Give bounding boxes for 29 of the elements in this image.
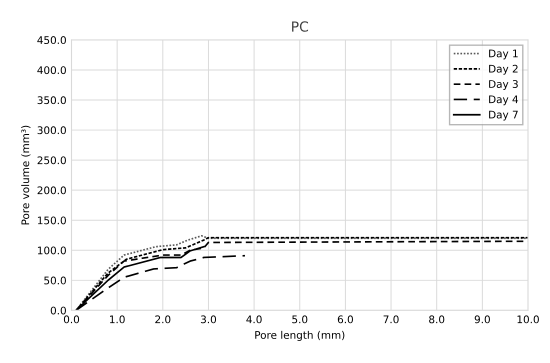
x-tick-label: 0.0 — [64, 315, 80, 324]
x-tick-label: 4.0 — [246, 315, 262, 324]
x-tick-label: 9.0 — [474, 315, 490, 324]
y-tick-label: 250.0 — [38, 156, 66, 164]
y-tick-label: 150.0 — [38, 216, 66, 224]
x-tick-label: 1.0 — [110, 315, 125, 324]
x-tick-label: 5.0 — [292, 315, 308, 324]
chart-title: PC — [292, 21, 308, 32]
y-tick-label: 50.0 — [44, 276, 66, 284]
legend-label: Day 7 — [489, 110, 518, 121]
y-axis-title: Pore volume (mm³) — [21, 126, 30, 224]
x-axis-title: Pore length (mm) — [255, 330, 344, 341]
y-tick-label: 100.0 — [38, 246, 66, 254]
y-tick-label: 450.0 — [37, 36, 66, 44]
legend-label: Day 4 — [489, 95, 518, 106]
x-tick-label: 6.0 — [338, 315, 353, 324]
legend-label: Day 2 — [489, 64, 518, 75]
x-tick-label: 7.0 — [384, 315, 399, 324]
y-tick-label: 0.0 — [50, 306, 66, 314]
x-tick-label: 10.0 — [518, 315, 539, 324]
y-tick-label: 400.0 — [37, 66, 66, 74]
y-tick-label: 200.0 — [38, 186, 66, 194]
legend-label: Day 1 — [489, 50, 518, 60]
x-tick-label: 8.0 — [429, 315, 444, 324]
y-tick-label: 300.0 — [38, 126, 66, 134]
legend-label: Day 3 — [489, 80, 518, 90]
x-tick-label: 2.0 — [155, 315, 170, 324]
x-tick-label: 3.0 — [200, 315, 216, 324]
y-tick-label: 350.0 — [38, 96, 66, 104]
